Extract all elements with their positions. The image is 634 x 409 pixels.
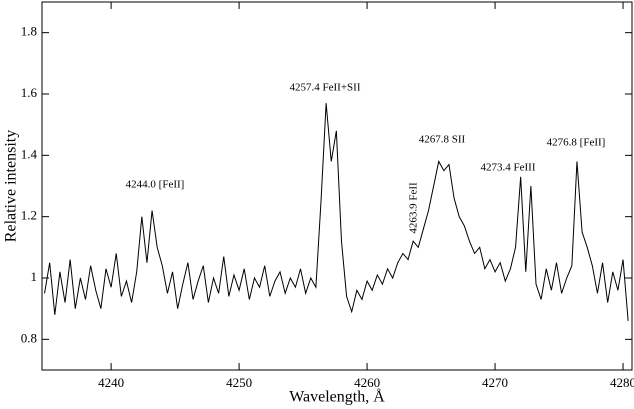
y-tick-label: 1.4	[21, 146, 38, 161]
annotation: 4273.4 FeIII	[481, 162, 536, 174]
y-tick-label: 1	[31, 269, 38, 284]
y-axis-label: Relative intensity	[3, 130, 20, 242]
y-tick-label: 0.8	[21, 330, 37, 345]
annotation: 4257.4 FeII+SII	[290, 82, 361, 94]
y-tick-label: 1.6	[21, 85, 38, 100]
x-tick-label: 4280	[610, 375, 634, 390]
plot-frame	[41, 1, 633, 371]
annotation: 4276.8 [FeII]	[547, 137, 606, 149]
x-tick-label: 4240	[98, 375, 124, 390]
spectrum-line	[44, 103, 629, 321]
x-axis-label: Wavelength, Å	[289, 388, 385, 406]
y-tick-label: 1.8	[21, 24, 37, 39]
x-tick-label: 4260	[354, 375, 380, 390]
annotation: 4244.0 [FeII]	[126, 179, 185, 191]
y-tick-label: 1.2	[21, 208, 37, 223]
annotation: 4263.9 FeII	[408, 182, 420, 234]
x-tick-label: 4270	[482, 375, 508, 390]
annotation: 4267.8 SII	[419, 134, 466, 146]
x-tick-label: 4250	[226, 375, 252, 390]
